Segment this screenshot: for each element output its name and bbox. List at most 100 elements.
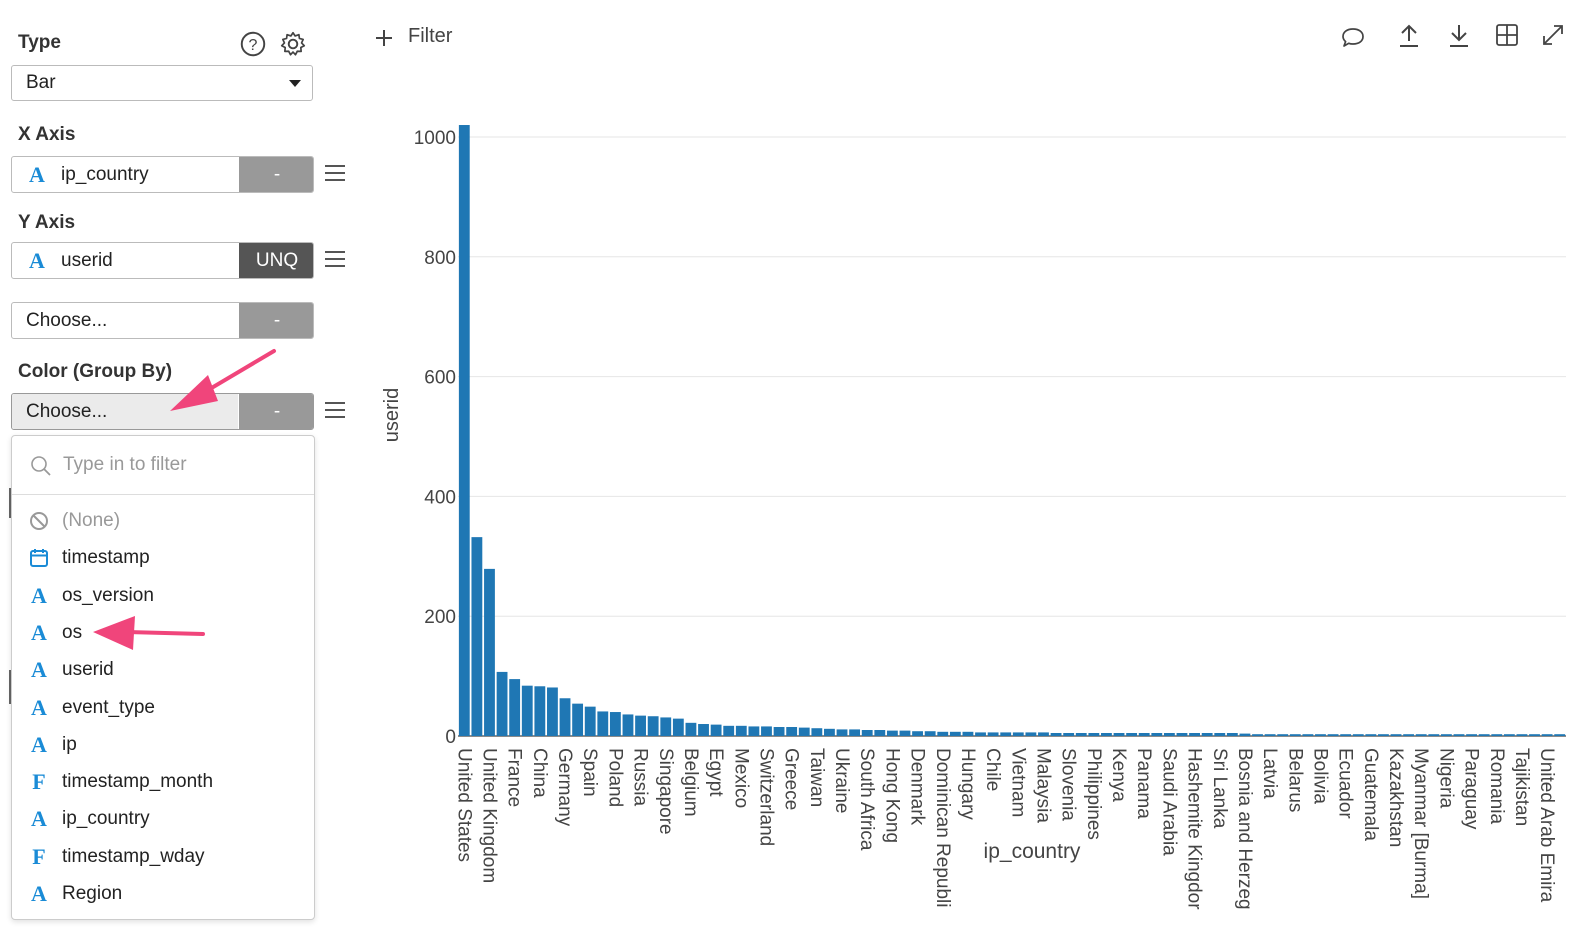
y-axis-aggregation-button[interactable]: UNQ xyxy=(239,243,313,278)
bar[interactable] xyxy=(1063,733,1075,736)
expand-icon[interactable] xyxy=(1540,22,1566,48)
bar[interactable] xyxy=(962,731,974,736)
bar[interactable] xyxy=(723,725,735,736)
x-axis-aggregation-button[interactable]: - xyxy=(239,157,313,192)
bar[interactable] xyxy=(559,698,571,736)
bar[interactable] xyxy=(1277,734,1289,736)
bar[interactable] xyxy=(849,729,861,736)
bar[interactable] xyxy=(798,727,810,736)
color-group-aggregation-button[interactable]: - xyxy=(239,394,313,429)
bar[interactable] xyxy=(496,671,508,736)
bar[interactable] xyxy=(1352,734,1364,736)
bar[interactable] xyxy=(836,729,848,736)
bar[interactable] xyxy=(672,718,684,736)
bar[interactable] xyxy=(622,714,634,736)
bar[interactable] xyxy=(572,703,584,736)
bar[interactable] xyxy=(1163,733,1175,736)
help-icon[interactable]: ? xyxy=(238,29,268,59)
bar[interactable] xyxy=(1075,733,1087,736)
y-axis-menu-icon[interactable] xyxy=(325,251,345,267)
bar[interactable] xyxy=(635,715,646,736)
dropdown-item[interactable]: (None) xyxy=(12,502,314,539)
y-axis-second-field[interactable]: Choose... - xyxy=(11,302,314,339)
bar[interactable] xyxy=(899,730,911,736)
bar[interactable] xyxy=(1189,733,1200,736)
bar[interactable] xyxy=(1327,734,1339,736)
bar[interactable] xyxy=(1101,733,1112,736)
bar[interactable] xyxy=(609,712,621,736)
bar[interactable] xyxy=(1214,733,1226,736)
bar[interactable] xyxy=(886,730,898,736)
bar[interactable] xyxy=(1466,734,1477,736)
bar[interactable] xyxy=(1554,734,1566,736)
bar[interactable] xyxy=(547,687,558,736)
bar[interactable] xyxy=(584,706,596,736)
bar[interactable] xyxy=(1302,734,1314,736)
bar[interactable] xyxy=(1390,734,1402,736)
dropdown-item[interactable]: timestamp xyxy=(12,539,314,576)
bar[interactable] xyxy=(1516,734,1528,736)
bar[interactable] xyxy=(1239,733,1251,736)
bar[interactable] xyxy=(1000,732,1012,736)
bar[interactable] xyxy=(735,725,747,736)
chart-type-select[interactable]: Bar xyxy=(11,65,313,101)
filter-search[interactable]: Type in to filter xyxy=(12,436,314,495)
bar[interactable] xyxy=(597,711,609,736)
bar[interactable] xyxy=(1252,734,1263,736)
download-icon[interactable] xyxy=(1446,22,1472,50)
y-axis-second-aggregation-button[interactable]: - xyxy=(239,303,313,338)
bar[interactable] xyxy=(1289,734,1301,736)
bar[interactable] xyxy=(471,537,483,736)
gear-icon[interactable] xyxy=(278,29,308,59)
dropdown-item[interactable]: A Region xyxy=(12,875,314,912)
bar[interactable] xyxy=(509,679,521,736)
table-icon[interactable] xyxy=(1494,22,1520,48)
bar[interactable] xyxy=(1340,734,1352,736)
bar[interactable] xyxy=(698,724,709,736)
bar[interactable] xyxy=(1503,734,1515,736)
bar[interactable] xyxy=(458,125,470,736)
bar[interactable] xyxy=(1491,734,1503,736)
bar[interactable] xyxy=(1126,733,1138,736)
bar[interactable] xyxy=(1088,733,1100,736)
bar[interactable] xyxy=(1453,734,1465,736)
bar[interactable] xyxy=(987,732,999,736)
color-group-menu-icon[interactable] xyxy=(325,402,345,418)
bar[interactable] xyxy=(1226,733,1238,736)
bar[interactable] xyxy=(1113,733,1125,736)
bar[interactable] xyxy=(1176,733,1188,736)
bar[interactable] xyxy=(1264,734,1276,736)
bar[interactable] xyxy=(647,716,659,736)
bar[interactable] xyxy=(912,731,923,736)
bar[interactable] xyxy=(861,730,873,736)
bar[interactable] xyxy=(1378,734,1389,736)
bar[interactable] xyxy=(949,731,961,736)
bar[interactable] xyxy=(534,686,546,736)
bar[interactable] xyxy=(1315,734,1326,736)
bar[interactable] xyxy=(1050,733,1062,736)
bar[interactable] xyxy=(484,568,495,736)
upload-icon[interactable] xyxy=(1396,22,1422,50)
y-axis-field[interactable]: A userid UNQ xyxy=(11,242,314,279)
bar[interactable] xyxy=(937,731,949,736)
bar[interactable] xyxy=(1440,734,1452,736)
bar[interactable] xyxy=(748,726,760,736)
bar[interactable] xyxy=(1025,732,1037,736)
bar[interactable] xyxy=(924,731,936,736)
bar[interactable] xyxy=(1201,733,1213,736)
bar[interactable] xyxy=(786,727,798,736)
bar[interactable] xyxy=(1428,734,1440,736)
bar[interactable] xyxy=(1529,734,1540,736)
bar[interactable] xyxy=(824,728,835,736)
x-axis-field[interactable]: A ip_country - xyxy=(11,156,314,193)
bar[interactable] xyxy=(1012,732,1024,736)
bar[interactable] xyxy=(1478,734,1490,736)
